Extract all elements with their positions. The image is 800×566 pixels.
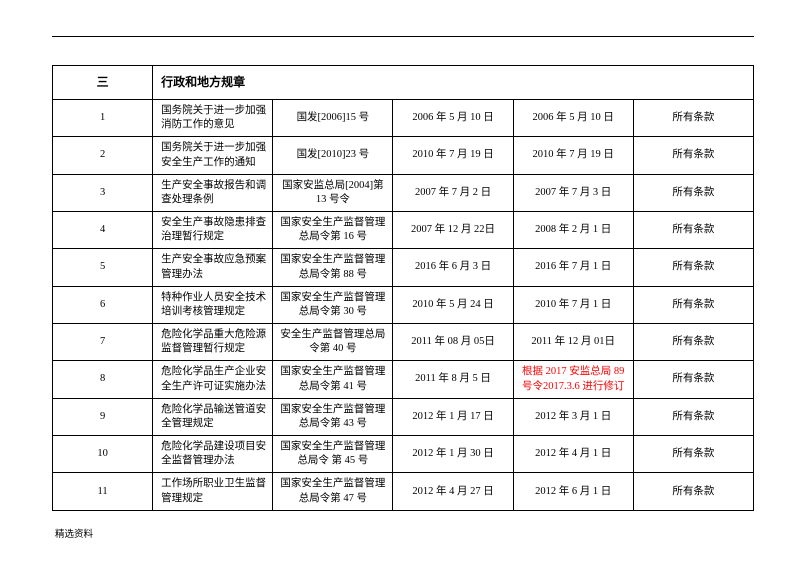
- row-effective-date: 2006 年 5 月 10 日: [513, 100, 633, 137]
- row-issue-date: 2012 年 4 月 27 日: [393, 473, 513, 510]
- row-issue-date: 2010 年 5 月 24 日: [393, 286, 513, 323]
- table-row: 9危险化学品输送管道安全管理规定国家安全生产监督管理总局令第 43 号2012 …: [53, 398, 754, 435]
- row-scope: 所有条款: [633, 361, 753, 398]
- table-row: 7危险化学品重大危险源监督管理暂行规定安全生产监督管理总局令第 40 号2011…: [53, 324, 754, 361]
- regulations-table: 三 行政和地方规章 1国务院关于进一步加强消防工作的意见国发[2006]15 号…: [52, 65, 754, 511]
- row-index: 4: [53, 212, 153, 249]
- row-title: 工作场所职业卫生监督管理规定: [153, 473, 273, 510]
- row-title: 生产安全事故报告和调查处理条例: [153, 174, 273, 211]
- row-scope: 所有条款: [633, 473, 753, 510]
- row-effective-date: 2011 年 12 月 01日: [513, 324, 633, 361]
- row-index: 2: [53, 137, 153, 174]
- page-footer: 精选资料: [55, 526, 93, 540]
- row-scope: 所有条款: [633, 212, 753, 249]
- row-scope: 所有条款: [633, 436, 753, 473]
- table-row: 2国务院关于进一步加强安全生产工作的通知国发[2010]23 号2010 年 7…: [53, 137, 754, 174]
- table-row: 4安全生产事故隐患排查治理暂行规定国家安全生产监督管理总局令第 16 号2007…: [53, 212, 754, 249]
- row-issue-date: 2007 年 12 月 22日: [393, 212, 513, 249]
- row-effective-date: 根据 2017 安监总局 89 号令2017.3.6 进行修订: [513, 361, 633, 398]
- table-row: 1国务院关于进一步加强消防工作的意见国发[2006]15 号2006 年 5 月…: [53, 100, 754, 137]
- row-index: 8: [53, 361, 153, 398]
- row-title: 特种作业人员安全技术培训考核管理规定: [153, 286, 273, 323]
- row-doc-number: 国家安全生产监督管理总局令第 88 号: [273, 249, 393, 286]
- row-index: 9: [53, 398, 153, 435]
- row-doc-number: 国家安全生产监督管理总局令第 16 号: [273, 212, 393, 249]
- row-scope: 所有条款: [633, 324, 753, 361]
- row-index: 10: [53, 436, 153, 473]
- row-title: 国务院关于进一步加强安全生产工作的通知: [153, 137, 273, 174]
- row-doc-number: 国家安全生产监督管理总局令第 43 号: [273, 398, 393, 435]
- row-doc-number: 国发[2006]15 号: [273, 100, 393, 137]
- row-title: 国务院关于进一步加强消防工作的意见: [153, 100, 273, 137]
- row-scope: 所有条款: [633, 137, 753, 174]
- row-title: 危险化学品建设项目安全监督管理办法: [153, 436, 273, 473]
- row-scope: 所有条款: [633, 100, 753, 137]
- table-row: 11工作场所职业卫生监督管理规定国家安全生产监督管理总局令第 47 号2012 …: [53, 473, 754, 510]
- row-doc-number: 国家安全生产监督管理总局令 第 45 号: [273, 436, 393, 473]
- row-scope: 所有条款: [633, 174, 753, 211]
- table-row: 10危险化学品建设项目安全监督管理办法国家安全生产监督管理总局令 第 45 号2…: [53, 436, 754, 473]
- row-doc-number: 国家安全生产监督管理总局令第 30 号: [273, 286, 393, 323]
- row-issue-date: 2006 年 5 月 10 日: [393, 100, 513, 137]
- row-index: 3: [53, 174, 153, 211]
- row-issue-date: 2011 年 08 月 05日: [393, 324, 513, 361]
- row-effective-date: 2008 年 2 月 1 日: [513, 212, 633, 249]
- section-title: 行政和地方规章: [153, 66, 754, 100]
- page-horizontal-rule: [52, 36, 754, 37]
- row-issue-date: 2012 年 1 月 30 日: [393, 436, 513, 473]
- row-effective-date: 2016 年 7 月 1 日: [513, 249, 633, 286]
- table-row: 8危险化学品生产企业安全生产许可证实施办法国家安全生产监督管理总局令第 41 号…: [53, 361, 754, 398]
- row-doc-number: 安全生产监督管理总局令第 40 号: [273, 324, 393, 361]
- row-index: 6: [53, 286, 153, 323]
- row-scope: 所有条款: [633, 286, 753, 323]
- row-issue-date: 2010 年 7 月 19 日: [393, 137, 513, 174]
- row-issue-date: 2007 年 7 月 2 日: [393, 174, 513, 211]
- table-row: 3生产安全事故报告和调查处理条例国家安监总局[2004]第13 号令2007 年…: [53, 174, 754, 211]
- table-row: 6特种作业人员安全技术培训考核管理规定国家安全生产监督管理总局令第 30 号20…: [53, 286, 754, 323]
- row-index: 11: [53, 473, 153, 510]
- row-effective-date: 2007 年 7 月 3 日: [513, 174, 633, 211]
- row-index: 1: [53, 100, 153, 137]
- table-row: 5生产安全事故应急预案管理办法国家安全生产监督管理总局令第 88 号2016 年…: [53, 249, 754, 286]
- row-issue-date: 2012 年 1 月 17 日: [393, 398, 513, 435]
- row-title: 危险化学品重大危险源监督管理暂行规定: [153, 324, 273, 361]
- row-issue-date: 2016 年 6 月 3 日: [393, 249, 513, 286]
- row-index: 5: [53, 249, 153, 286]
- section-header-row: 三 行政和地方规章: [53, 66, 754, 100]
- row-doc-number: 国家安监总局[2004]第13 号令: [273, 174, 393, 211]
- row-issue-date: 2011 年 8 月 5 日: [393, 361, 513, 398]
- row-title: 危险化学品输送管道安全管理规定: [153, 398, 273, 435]
- section-index: 三: [53, 66, 153, 100]
- row-effective-date: 2012 年 6 月 1 日: [513, 473, 633, 510]
- row-effective-date: 2010 年 7 月 1 日: [513, 286, 633, 323]
- row-title: 安全生产事故隐患排查治理暂行规定: [153, 212, 273, 249]
- row-doc-number: 国家安全生产监督管理总局令第 41 号: [273, 361, 393, 398]
- row-index: 7: [53, 324, 153, 361]
- row-title: 危险化学品生产企业安全生产许可证实施办法: [153, 361, 273, 398]
- row-effective-date: 2012 年 4 月 1 日: [513, 436, 633, 473]
- row-title: 生产安全事故应急预案管理办法: [153, 249, 273, 286]
- row-doc-number: 国发[2010]23 号: [273, 137, 393, 174]
- row-doc-number: 国家安全生产监督管理总局令第 47 号: [273, 473, 393, 510]
- row-effective-date: 2012 年 3 月 1 日: [513, 398, 633, 435]
- row-scope: 所有条款: [633, 398, 753, 435]
- row-scope: 所有条款: [633, 249, 753, 286]
- row-effective-date: 2010 年 7 月 19 日: [513, 137, 633, 174]
